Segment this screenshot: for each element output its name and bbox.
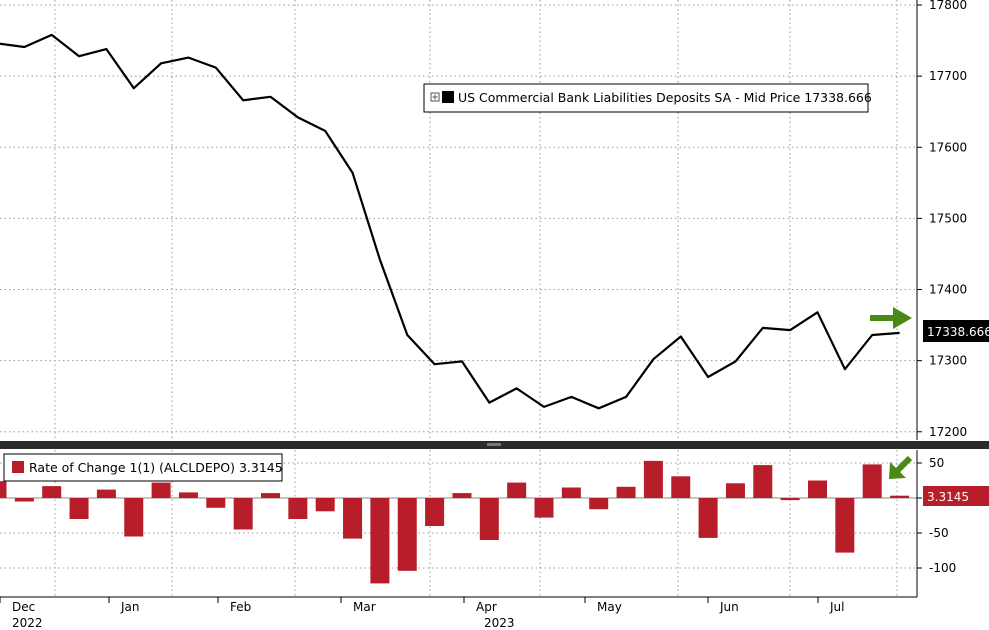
x-tick-label: Jul <box>829 600 844 614</box>
legend-swatch <box>442 91 454 103</box>
x-tick-label: May <box>597 600 622 614</box>
x-tick-label: Dec <box>12 600 35 614</box>
roc-bar <box>233 498 253 530</box>
y-tick-label: 50 <box>929 456 944 470</box>
roc-bar <box>151 482 171 498</box>
roc-bar <box>835 498 855 553</box>
x-tick-label: Apr <box>476 600 497 614</box>
roc-bar <box>862 464 882 498</box>
roc-bar <box>507 482 527 498</box>
x-tick-label: Feb <box>230 600 251 614</box>
y-tick-label: 17500 <box>929 211 967 225</box>
x-year-label: 2022 <box>12 616 43 630</box>
y-tick-label: 17700 <box>929 69 967 83</box>
roc-bars <box>0 460 910 584</box>
x-tick-label: Mar <box>353 600 376 614</box>
roc-bar <box>288 498 308 519</box>
svg-text:17338.666: 17338.666 <box>927 325 989 339</box>
svg-text:3.3145: 3.3145 <box>927 490 969 504</box>
roc-bar <box>124 498 144 537</box>
legend-swatch <box>12 461 24 473</box>
roc-bar <box>616 486 636 498</box>
roc-bar <box>370 498 390 584</box>
arrow-down-left-icon <box>889 455 913 479</box>
y-tick-label: -50 <box>929 526 949 540</box>
y-tick-label: 17600 <box>929 140 967 154</box>
roc-bar <box>315 498 335 512</box>
lower-legend-text: Rate of Change 1(1) (ALCLDEPO) 3.3145 <box>29 460 283 475</box>
panel-divider-grip[interactable] <box>487 443 501 446</box>
roc-bar <box>397 498 417 571</box>
roc-bar <box>698 498 718 538</box>
upper-legend: US Commercial Bank Liabilities Deposits … <box>423 83 872 113</box>
roc-bar <box>425 498 445 526</box>
roc-bar <box>206 498 226 508</box>
roc-bar <box>14 498 34 502</box>
roc-bar <box>534 498 554 518</box>
roc-bar <box>753 465 773 498</box>
roc-bar <box>561 487 581 498</box>
y-tick-label: 17300 <box>929 354 967 368</box>
lower-y-axis-ticks: 50 -50 -100 <box>917 456 956 575</box>
upper-y-axis-ticks: 17800 17700 17600 17500 17400 17300 17200 <box>917 0 967 439</box>
upper-legend-text: US Commercial Bank Liabilities Deposits … <box>458 90 872 105</box>
y-tick-label: 17200 <box>929 425 967 439</box>
roc-bar <box>725 483 745 498</box>
roc-bar <box>643 460 663 498</box>
x-axis-labels: Dec Jan Feb Mar Apr May Jun Jul 2022 2023 <box>0 597 844 630</box>
roc-bar <box>69 498 89 519</box>
roc-bar <box>178 492 198 498</box>
y-tick-label: -100 <box>929 561 956 575</box>
last-price-label: 17338.666 <box>923 320 989 342</box>
x-tick-label: Jan <box>120 600 140 614</box>
roc-bar <box>261 493 280 498</box>
roc-bar <box>42 486 62 498</box>
x-year-label: 2023 <box>484 616 515 630</box>
roc-bar <box>0 481 7 498</box>
last-roc-label: 3.3145 <box>923 486 989 506</box>
roc-bar <box>479 498 499 540</box>
roc-bar <box>343 498 363 539</box>
y-tick-label: 17800 <box>929 0 967 12</box>
arrow-right-icon <box>870 307 912 329</box>
roc-bar <box>96 489 116 498</box>
roc-bar <box>780 498 800 501</box>
x-tick-label: Jun <box>719 600 739 614</box>
roc-bar <box>890 495 910 498</box>
roc-bar <box>452 493 472 498</box>
lower-legend: Rate of Change 1(1) (ALCLDEPO) 3.3145 <box>3 453 283 482</box>
deposits-series-line <box>0 33 900 410</box>
roc-bar <box>808 480 827 498</box>
roc-bar <box>589 498 609 510</box>
upper-panel-grid <box>0 0 917 440</box>
y-tick-label: 17400 <box>929 283 967 297</box>
roc-bar <box>671 476 691 498</box>
